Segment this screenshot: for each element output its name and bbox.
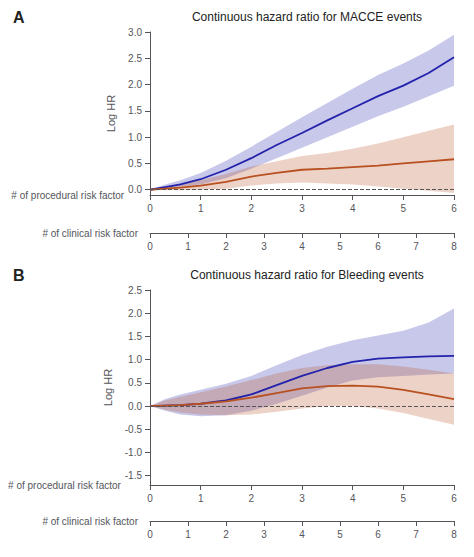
svg-text:3: 3 — [261, 529, 267, 540]
svg-text:1: 1 — [198, 203, 204, 214]
svg-text:0.0: 0.0 — [128, 401, 142, 412]
svg-text:1: 1 — [185, 529, 191, 540]
svg-text:7: 7 — [413, 529, 419, 540]
svg-text:Log HR: Log HR — [102, 369, 114, 406]
svg-text:6: 6 — [451, 493, 457, 504]
svg-text:2.5: 2.5 — [128, 53, 142, 64]
svg-text:0: 0 — [147, 529, 153, 540]
svg-text:1.5: 1.5 — [128, 331, 142, 342]
svg-text:2.5: 2.5 — [128, 285, 142, 296]
svg-text:2: 2 — [249, 493, 255, 504]
svg-text:8: 8 — [451, 241, 457, 252]
svg-text:2.0: 2.0 — [128, 79, 142, 90]
svg-text:0.5: 0.5 — [128, 158, 142, 169]
svg-text:1: 1 — [198, 493, 204, 504]
svg-text:1: 1 — [185, 241, 191, 252]
svg-text:3.0: 3.0 — [128, 27, 142, 38]
svg-text:0: 0 — [147, 241, 153, 252]
svg-text:# of procedural risk factor: # of procedural risk factor — [8, 480, 121, 491]
svg-text:2: 2 — [249, 203, 255, 214]
svg-text:3: 3 — [299, 203, 305, 214]
svg-text:-0.5: -0.5 — [125, 424, 143, 435]
svg-text:4: 4 — [350, 493, 356, 504]
svg-text:3: 3 — [299, 493, 305, 504]
svg-text:0: 0 — [147, 203, 153, 214]
svg-text:2: 2 — [223, 529, 229, 540]
svg-text:Continuous hazard ratio for MA: Continuous hazard ratio for MACCE events — [192, 10, 422, 24]
svg-text:4: 4 — [299, 529, 305, 540]
svg-text:-1.5: -1.5 — [125, 470, 143, 481]
svg-text:4: 4 — [350, 203, 356, 214]
svg-text:Continuous hazard ratio for Bl: Continuous hazard ratio for Bleeding eve… — [190, 268, 423, 282]
svg-text:2.0: 2.0 — [128, 308, 142, 319]
svg-text:3: 3 — [261, 241, 267, 252]
svg-text:A: A — [13, 9, 25, 26]
svg-text:0.5: 0.5 — [128, 377, 142, 388]
svg-text:0: 0 — [147, 493, 153, 504]
svg-text:5: 5 — [337, 529, 343, 540]
svg-text:5: 5 — [337, 241, 343, 252]
svg-text:4: 4 — [299, 241, 305, 252]
svg-text:1.0: 1.0 — [128, 132, 142, 143]
svg-text:6: 6 — [375, 529, 381, 540]
svg-text:5: 5 — [401, 493, 407, 504]
svg-text:5: 5 — [401, 203, 407, 214]
svg-text:7: 7 — [413, 241, 419, 252]
svg-text:1.5: 1.5 — [128, 105, 142, 116]
svg-text:B: B — [13, 267, 25, 284]
svg-text:8: 8 — [451, 529, 457, 540]
svg-text:6: 6 — [451, 203, 457, 214]
svg-text:# of procedural risk factor: # of procedural risk factor — [11, 190, 124, 201]
svg-text:# of clinical risk factor: # of clinical risk factor — [42, 516, 138, 527]
svg-text:# of clinical risk factor: # of clinical risk factor — [42, 228, 138, 239]
svg-text:2: 2 — [223, 241, 229, 252]
svg-text:-1.0: -1.0 — [125, 447, 143, 458]
svg-text:6: 6 — [375, 241, 381, 252]
svg-text:1.0: 1.0 — [128, 354, 142, 365]
svg-text:0.0: 0.0 — [128, 184, 142, 195]
svg-text:Log HR: Log HR — [105, 95, 117, 132]
